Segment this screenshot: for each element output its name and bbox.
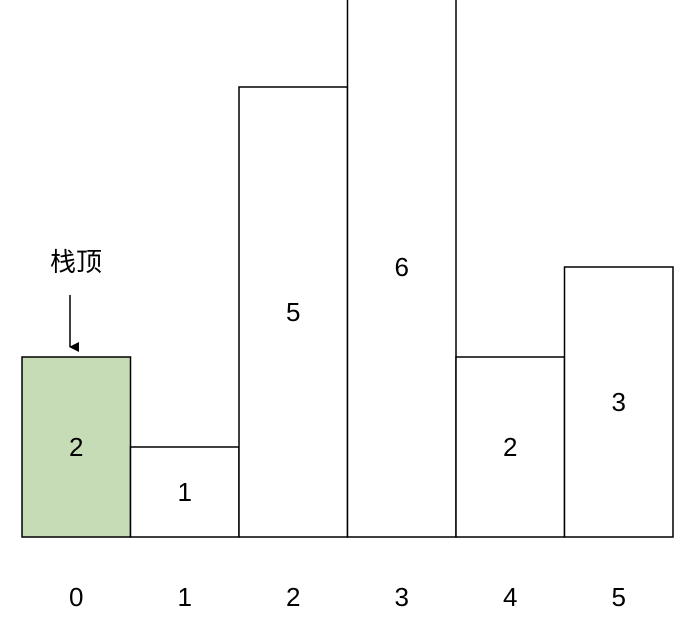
index-labels: 0 1 2 3 4 5 xyxy=(69,582,626,612)
bar-0: 2 xyxy=(21,356,132,538)
bar-value-label: 6 xyxy=(395,252,409,282)
bars-group: 2 1 5 6 2 3 xyxy=(21,0,674,538)
index-label: 3 xyxy=(395,582,409,612)
stack-top-pointer: 栈顶 xyxy=(50,247,102,352)
bar-rect xyxy=(563,266,674,538)
bar-5: 3 xyxy=(563,266,674,538)
bar-rect xyxy=(129,446,240,538)
bar-2: 5 xyxy=(238,86,349,538)
bar-1: 1 xyxy=(129,446,240,538)
index-label: 1 xyxy=(178,582,192,612)
bar-value-label: 3 xyxy=(612,387,626,417)
bar-4: 2 xyxy=(455,356,566,538)
bar-rect xyxy=(238,86,349,538)
index-label: 2 xyxy=(286,582,300,612)
index-label: 4 xyxy=(503,582,517,612)
bar-rect xyxy=(455,356,566,538)
bar-value-label: 5 xyxy=(286,297,300,327)
bar-value-label: 1 xyxy=(178,477,192,507)
bar-value-label: 2 xyxy=(69,432,83,462)
bar-value-label: 2 xyxy=(503,432,517,462)
bar-rect xyxy=(21,356,132,538)
index-label: 0 xyxy=(69,582,83,612)
stack-top-label: 栈顶 xyxy=(50,247,102,277)
index-label: 5 xyxy=(612,582,626,612)
bar-rect xyxy=(346,0,457,538)
bar-3: 6 xyxy=(346,0,457,538)
